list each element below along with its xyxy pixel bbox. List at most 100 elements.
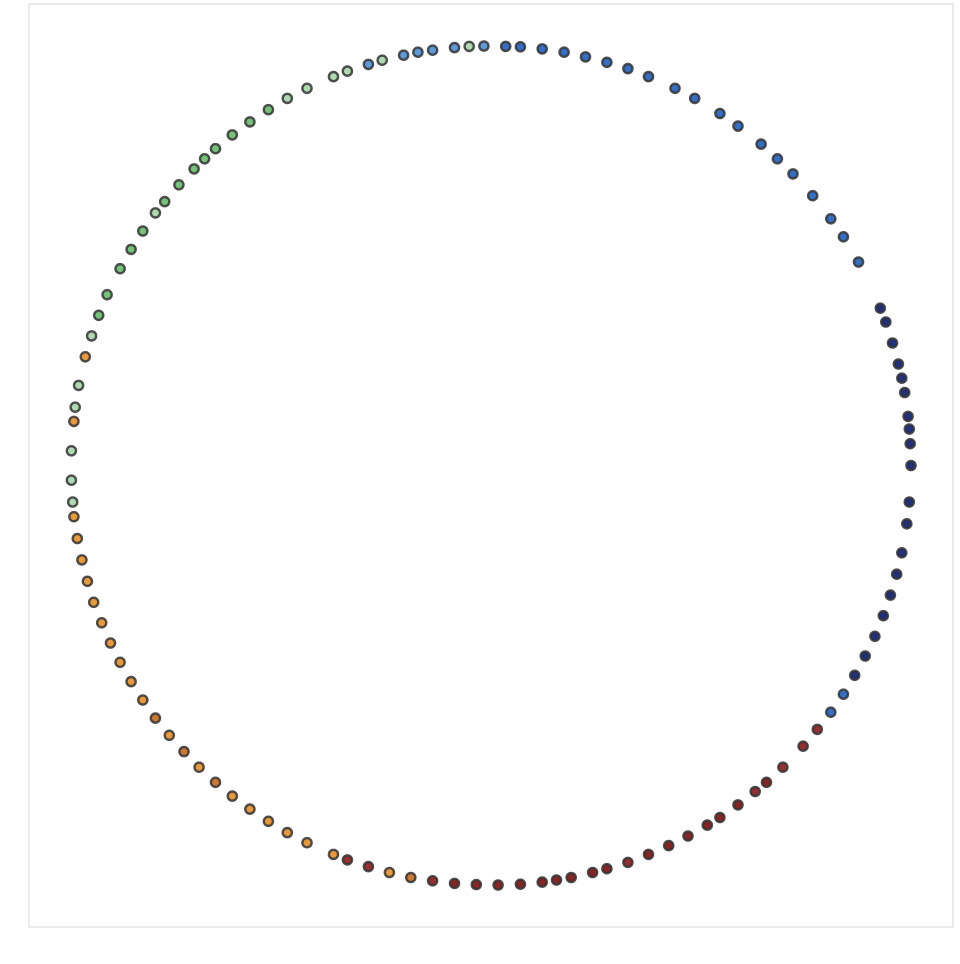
scatter-point bbox=[877, 609, 890, 622]
scatter-point bbox=[158, 195, 171, 208]
scatter-point bbox=[880, 316, 892, 328]
scatter-point bbox=[362, 58, 375, 71]
scatter-point bbox=[125, 243, 137, 256]
scatter-point bbox=[244, 116, 256, 128]
scatter-point bbox=[92, 309, 105, 322]
scatter-point bbox=[193, 761, 205, 774]
scatter-point bbox=[136, 694, 149, 706]
plot-frame bbox=[28, 3, 954, 928]
scatter-point bbox=[905, 459, 917, 472]
scatter-point bbox=[787, 168, 799, 180]
scatter-point bbox=[536, 43, 549, 55]
scatter-point bbox=[198, 152, 211, 165]
scatter-point bbox=[362, 860, 375, 873]
scatter-point bbox=[896, 547, 908, 559]
scatter-point bbox=[412, 46, 424, 59]
scatter-point bbox=[825, 706, 837, 719]
scatter-point bbox=[688, 92, 701, 105]
scatter-point bbox=[760, 776, 773, 789]
scatter-point bbox=[66, 496, 79, 508]
scatter-point bbox=[448, 41, 461, 54]
scatter-point bbox=[622, 856, 634, 869]
scatter-point bbox=[642, 848, 655, 861]
scatter-point bbox=[869, 630, 881, 643]
scatter-point bbox=[149, 207, 162, 219]
scatter-point bbox=[163, 729, 176, 742]
scatter-point bbox=[714, 811, 726, 824]
scatter-point bbox=[244, 803, 256, 815]
scatter-point bbox=[301, 836, 313, 849]
scatter-point bbox=[85, 330, 98, 342]
scatter-point bbox=[514, 41, 527, 53]
scatter-point bbox=[837, 230, 850, 243]
scatter-point bbox=[669, 82, 681, 95]
scatter-point bbox=[404, 871, 417, 884]
scatter-point bbox=[896, 372, 908, 385]
scatter-point bbox=[65, 474, 78, 487]
scatter-point bbox=[226, 790, 239, 802]
scatter-point bbox=[478, 40, 490, 52]
scatter-point bbox=[226, 129, 239, 141]
scatter-point bbox=[65, 444, 78, 457]
scatter-point bbox=[579, 51, 592, 63]
scatter-point bbox=[732, 120, 744, 132]
scatter-point bbox=[874, 302, 887, 315]
scatter-point bbox=[76, 554, 88, 566]
scatter-point bbox=[79, 350, 92, 363]
scatter-point bbox=[262, 103, 275, 116]
scatter-point bbox=[622, 62, 634, 75]
scatter-point bbox=[426, 44, 439, 57]
scatter-point bbox=[376, 54, 389, 67]
scatter-point bbox=[68, 510, 80, 523]
scatter-point bbox=[426, 875, 439, 887]
scatter-point bbox=[558, 46, 570, 59]
scatter-point bbox=[902, 410, 914, 423]
scatter-point bbox=[327, 848, 340, 861]
scatter-point bbox=[178, 745, 190, 758]
scatter-point bbox=[848, 669, 861, 682]
scatter-point bbox=[536, 876, 549, 888]
scatter-point bbox=[550, 874, 563, 886]
scatter-point bbox=[642, 70, 655, 83]
scatter-point bbox=[601, 862, 613, 875]
scatter-point bbox=[682, 830, 694, 842]
scatter-point bbox=[114, 656, 126, 669]
scatter-point bbox=[281, 92, 294, 105]
scatter-point bbox=[903, 496, 916, 508]
scatter-point bbox=[797, 740, 809, 753]
scatter-point bbox=[104, 637, 117, 649]
scatter-point bbox=[492, 879, 504, 891]
scatter-point bbox=[125, 675, 137, 688]
scatter-point bbox=[852, 256, 865, 268]
scatter-point bbox=[470, 878, 483, 891]
scatter-point bbox=[886, 337, 899, 349]
scatter-point bbox=[173, 178, 185, 191]
scatter-point bbox=[749, 785, 762, 798]
scatter-point bbox=[837, 688, 850, 701]
scatter-point bbox=[890, 568, 903, 581]
scatter-point bbox=[188, 163, 200, 175]
scatter-point bbox=[114, 262, 126, 275]
scatter-point bbox=[341, 65, 354, 77]
scatter-point bbox=[448, 877, 461, 890]
scatter-point bbox=[892, 358, 905, 370]
scatter-point bbox=[149, 712, 162, 724]
scatter-point bbox=[136, 225, 149, 237]
scatter-point bbox=[586, 866, 599, 879]
scatter-point bbox=[327, 70, 340, 83]
scatter-point bbox=[732, 799, 744, 811]
scatter-point bbox=[209, 776, 222, 789]
scatter-point bbox=[68, 415, 80, 428]
scatter-point bbox=[755, 138, 767, 150]
scatter-point bbox=[209, 142, 222, 155]
scatter-point bbox=[777, 761, 789, 774]
scatter-point bbox=[383, 866, 396, 879]
scatter-point bbox=[884, 589, 897, 601]
scatter-point bbox=[806, 189, 819, 202]
scatter-point bbox=[81, 575, 94, 588]
scatter-point bbox=[514, 878, 527, 891]
scatter-point bbox=[714, 107, 726, 120]
scatter-point bbox=[662, 839, 675, 852]
